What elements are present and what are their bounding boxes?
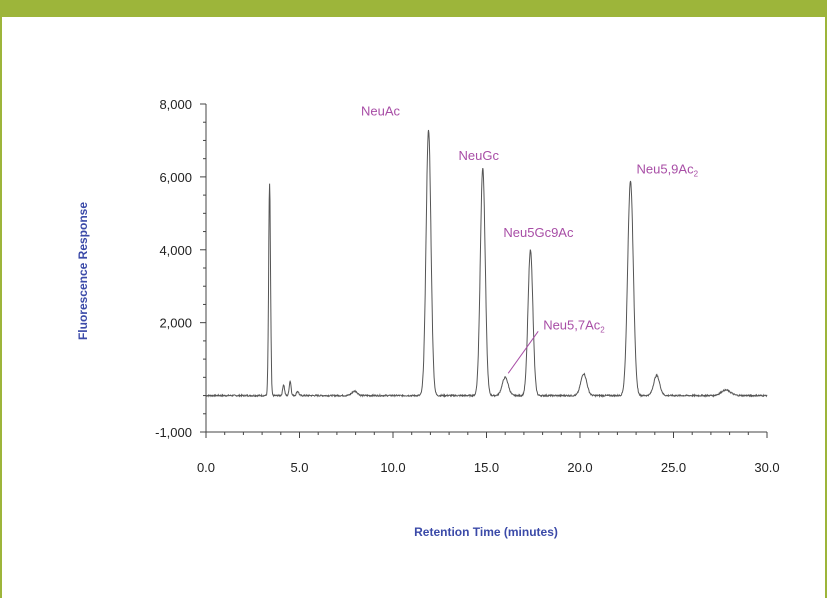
y-axis-label: Fluorescence Response xyxy=(76,201,90,341)
y-tick-label: 8,000 xyxy=(159,97,192,112)
peak-label: Neu5,7Ac2 xyxy=(543,317,605,334)
y-tick-label: 2,000 xyxy=(159,316,192,331)
peak-label: NeuAc xyxy=(361,104,401,119)
x-axis-label: Retention Time (minutes) xyxy=(414,525,558,539)
x-tick-label: 30.0 xyxy=(754,460,779,475)
annotation-leader xyxy=(507,331,539,374)
x-tick-label: 10.0 xyxy=(380,460,405,475)
x-tick-label: 5.0 xyxy=(290,460,308,475)
x-tick-label: 20.0 xyxy=(567,460,592,475)
y-tick-label: 6,000 xyxy=(159,170,192,185)
chromatogram-trace xyxy=(205,129,768,399)
peak-label: Neu5Gc9Ac xyxy=(503,225,574,240)
header-bar xyxy=(0,0,827,17)
y-tick-label: -1,000 xyxy=(155,425,192,440)
x-tick-label: 0.0 xyxy=(197,460,215,475)
peak-label: NeuGc xyxy=(459,148,500,163)
x-tick-label: 15.0 xyxy=(474,460,499,475)
peak-label: Neu5,9Ac2 xyxy=(636,162,698,179)
x-tick-label: 25.0 xyxy=(661,460,686,475)
y-tick-label: 4,000 xyxy=(159,243,192,258)
